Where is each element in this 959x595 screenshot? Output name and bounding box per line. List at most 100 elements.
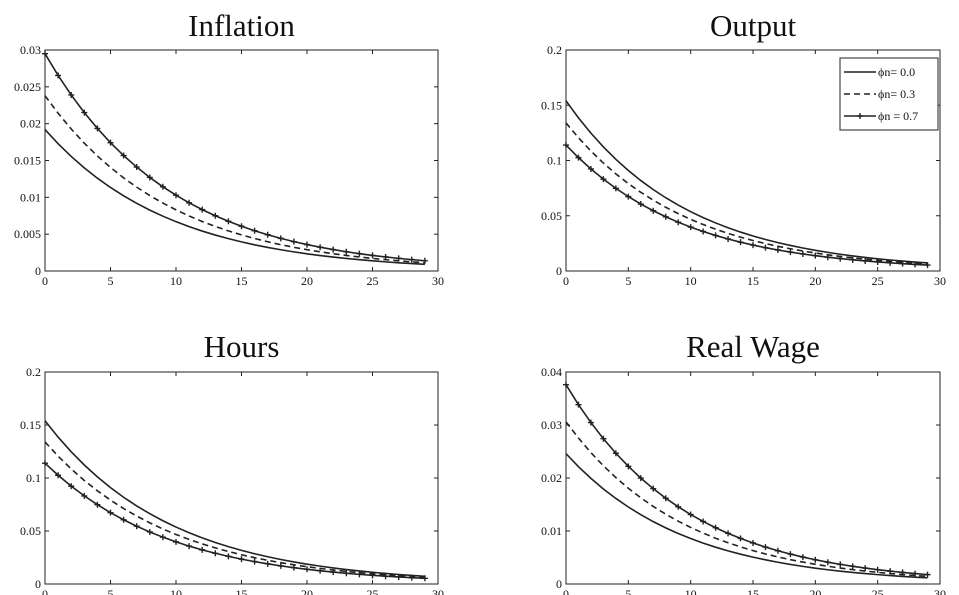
panel-3: Real Wage 0 5 10 15 20 25 30 0 0.01 0.02 0.03 0.04 [541,329,946,595]
series-marker [395,573,402,580]
series-line-marker [44,53,425,262]
series-marker [382,573,389,580]
series-line-dashed [44,441,425,579]
y-tick-label: 0.05 [20,524,41,538]
series-marker [317,244,324,251]
series-marker [912,261,919,268]
series-marker [304,566,310,573]
panel-title: Inflation [188,8,295,43]
series-marker [650,485,657,492]
series-marker [587,165,594,172]
series-marker [612,185,619,192]
series-marker [612,450,619,457]
panel-title: Real Wage [686,329,820,364]
series-marker [159,183,166,190]
series-line-solid [44,129,425,266]
series-marker [899,260,906,267]
series-marker [133,164,140,171]
y-tick-label: 0.15 [541,98,562,112]
x-tick-label: 10 [170,587,182,595]
series-marker [395,255,402,262]
series-marker [277,562,284,569]
series-marker [382,253,389,260]
series-marker [421,257,428,264]
series-marker [264,231,271,238]
y-tick-label: 0.02 [541,471,562,485]
x-tick-label: 0 [563,274,569,288]
legend: ϕn= 0.0 ϕn= 0.3 ϕn = 0.7 [839,57,939,131]
y-tick-label: 0.04 [541,365,562,379]
series-line-solid [565,100,928,264]
series-marker [55,472,62,479]
series-line-solid [44,420,425,578]
series-marker [787,249,794,256]
series-marker [120,152,127,159]
series-marker [575,401,582,408]
series-marker [787,551,794,558]
x-tick-label: 15 [747,274,759,288]
y-tick-label: 0.15 [20,418,41,432]
series-marker [212,212,219,219]
series-marker [81,109,88,116]
series-line-solid [565,453,928,579]
series-line-dashed [565,122,928,265]
plot-area-frame [44,371,439,585]
y-tick-label: 0.005 [14,227,41,241]
series-marker [225,218,232,225]
series-marker [874,258,881,265]
x-tick-label: 0 [42,274,48,288]
series-marker [625,193,632,200]
series-marker [737,239,744,246]
series-marker [887,259,894,266]
series-marker [42,460,48,467]
series-marker [107,139,114,146]
series-marker [563,381,569,388]
series-marker [849,256,856,263]
series-marker [662,495,669,502]
series-marker [120,516,127,523]
x-tick-label: 20 [301,587,313,595]
series-marker [799,250,806,257]
series-marker [700,518,707,525]
series-marker [575,154,582,161]
y-tick-label: 0.02 [20,117,41,131]
x-tick-label: 0 [42,587,48,595]
series-marker [343,248,350,255]
series-marker [725,530,732,537]
x-tick-label: 20 [301,274,313,288]
series-marker [799,554,806,561]
panel-title: Hours [204,329,280,364]
series-marker [173,538,179,545]
series-marker [159,534,166,541]
series-marker [369,572,376,579]
series-marker [304,241,310,248]
series-marker [737,535,744,542]
series-marker [408,574,415,581]
legend-label: ϕn= 0.3 [878,87,915,101]
series-marker [55,72,62,79]
series-marker [662,213,669,220]
series-marker [343,570,350,577]
series-marker [146,174,153,181]
x-tick-label: 30 [432,587,444,595]
x-tick-label: 20 [809,587,821,595]
panel-0: Inflation 0 5 10 15 20 25 30 0 0.005 0.01 0.015 0.02… [14,8,444,288]
y-tick-label: 0.1 [26,471,41,485]
series-marker [750,539,756,546]
series-marker [42,50,48,57]
x-tick-label: 0 [563,587,569,595]
y-tick-label: 0.2 [26,365,41,379]
x-tick-label: 15 [236,274,248,288]
series-marker [812,556,819,563]
series-marker [107,509,114,516]
series-marker [173,192,179,199]
series-marker [81,492,88,499]
plot-area-frame [44,49,439,272]
series-marker [774,246,781,253]
y-tick-label: 0.1 [547,154,562,168]
series-marker [650,207,657,214]
series-marker [186,199,193,206]
y-tick-label: 0.01 [541,524,562,538]
series-marker [330,246,337,253]
